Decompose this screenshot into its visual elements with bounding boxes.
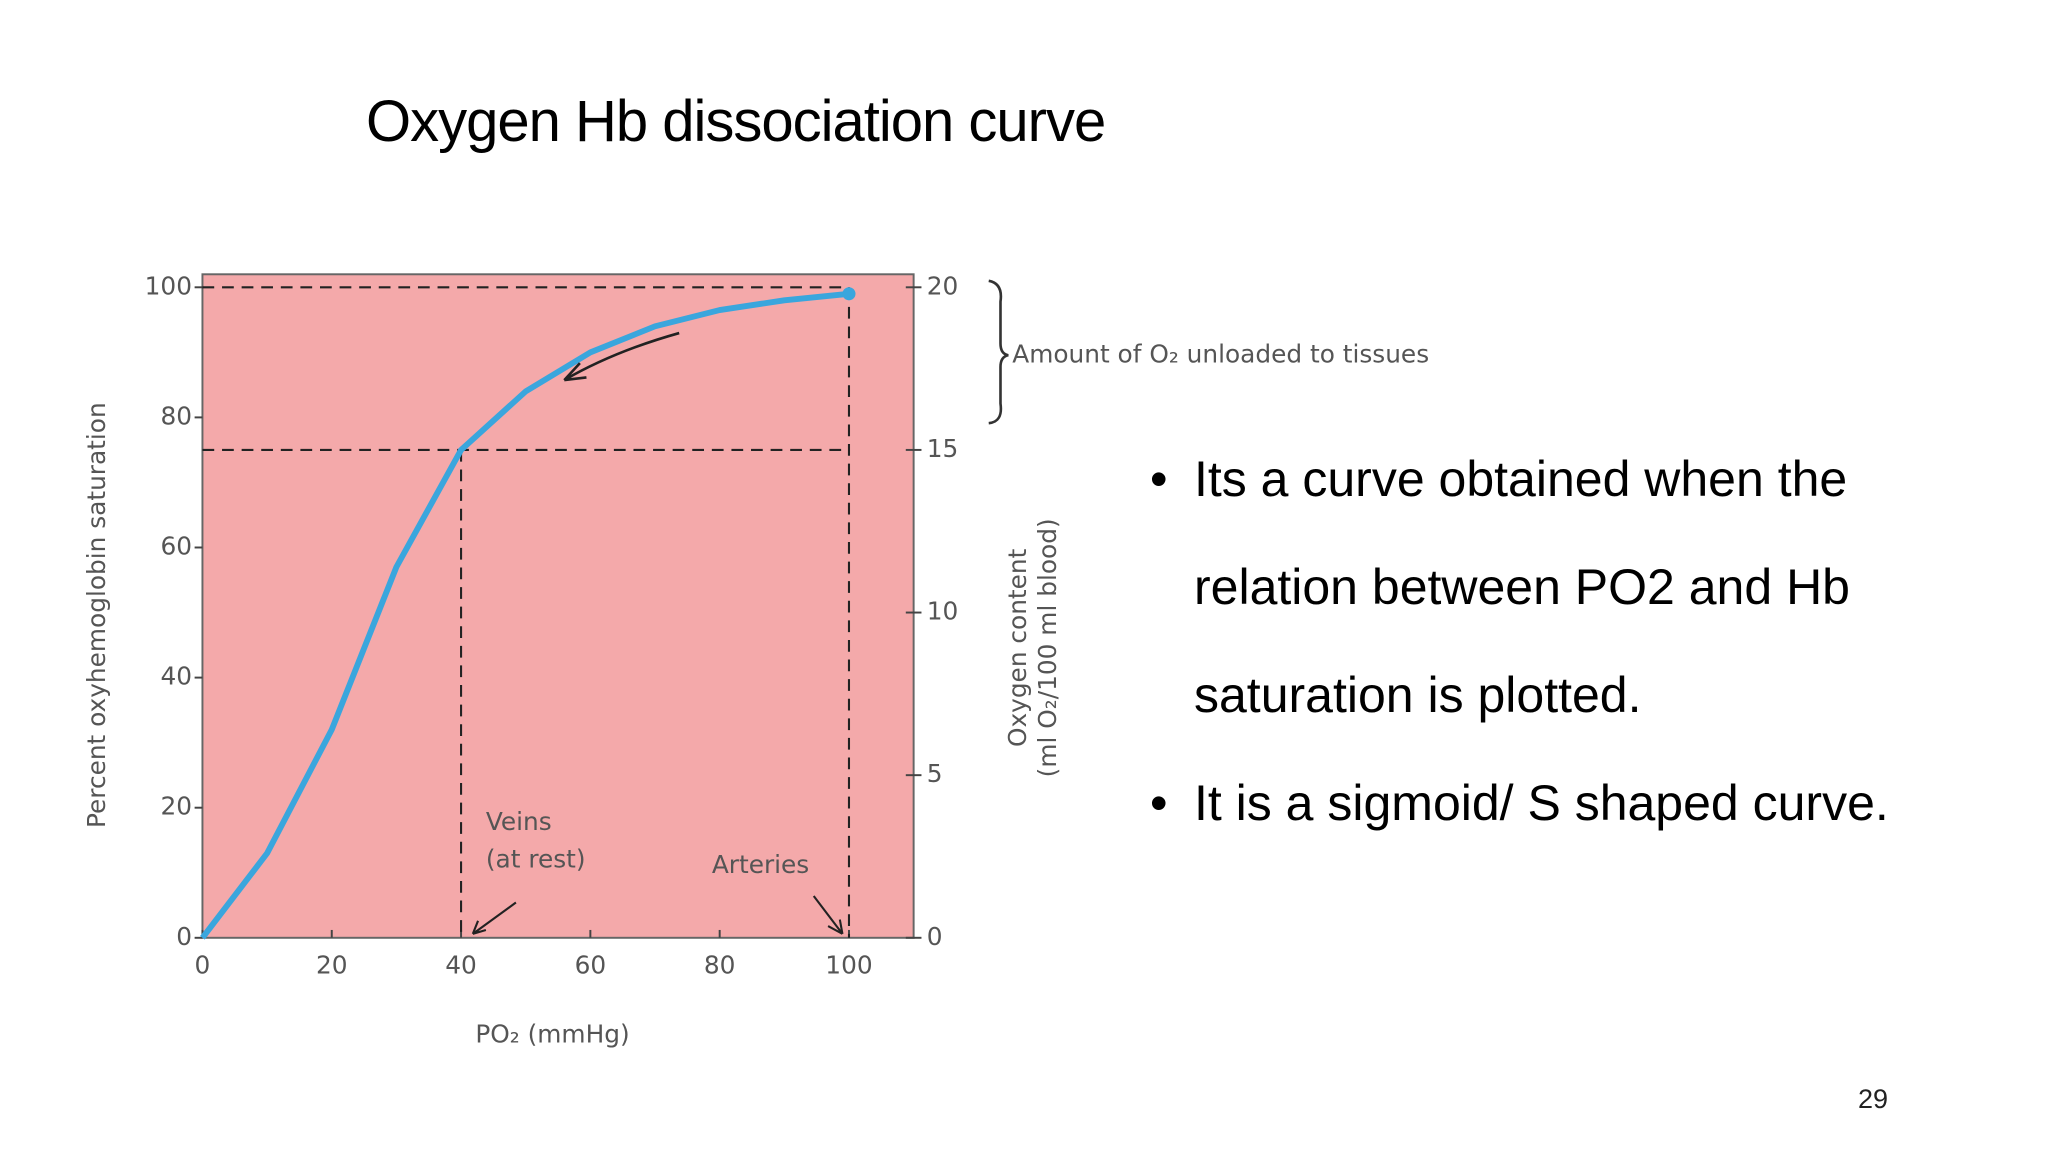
- bullet-list: Its a curve obtained when the relation b…: [1150, 425, 1970, 857]
- x-tick-label: 100: [825, 951, 872, 980]
- x-tick-label: 20: [316, 951, 348, 980]
- y-tick-label: 100: [145, 271, 192, 300]
- arrow: [812, 895, 844, 935]
- arrow: [563, 331, 680, 382]
- y2-axis-label: (ml O₂/100 ml blood): [1033, 518, 1062, 777]
- bullet: Its a curve obtained when the relation b…: [1150, 425, 1970, 749]
- plot-background: [201, 273, 915, 939]
- end-point: [842, 287, 856, 301]
- arrow: [471, 901, 517, 935]
- y2-tick-label: 15: [927, 434, 959, 463]
- y-tick-label: 60: [160, 531, 192, 560]
- x-tick-label: 40: [445, 951, 477, 980]
- page-number: 29: [1858, 1084, 1889, 1114]
- annotation: (at rest): [486, 845, 586, 874]
- plot: 0 20 40 60 80 100 0 5 10 15 20 0 20 40 60 80 100: [145, 271, 959, 979]
- y2-tick-label: 20: [927, 271, 959, 300]
- annotation: Arteries: [712, 850, 809, 879]
- bullet: It is a sigmoid/ S shaped curve.: [1150, 749, 1970, 857]
- curve: [200, 290, 850, 940]
- x-tick-label: 60: [575, 951, 607, 980]
- y-tick-label: 20: [160, 792, 192, 821]
- y-tick-label: 40: [160, 662, 192, 691]
- y2-axis-label: Oxygen content: [1003, 548, 1032, 747]
- annotation: Veins: [486, 807, 552, 836]
- y2-tick-label: 0: [927, 922, 943, 951]
- y2-tick-label: 5: [927, 759, 943, 788]
- y-tick-label: 80: [160, 401, 192, 430]
- slide-title: Oxygen Hb dissociation curve: [366, 89, 1106, 154]
- y-tick-label: 0: [176, 922, 192, 951]
- x-tick-label: 0: [195, 951, 211, 980]
- annotation: Amount of O₂ unloaded to tissues: [1012, 339, 1429, 368]
- x-axis-label: PO₂ (mmHg): [475, 1020, 629, 1049]
- y-axis-label: Percent oxyhemoglobin saturation: [82, 402, 111, 828]
- x-tick-label: 80: [704, 951, 736, 980]
- brace: [988, 279, 1009, 425]
- y2-tick-label: 10: [927, 597, 959, 626]
